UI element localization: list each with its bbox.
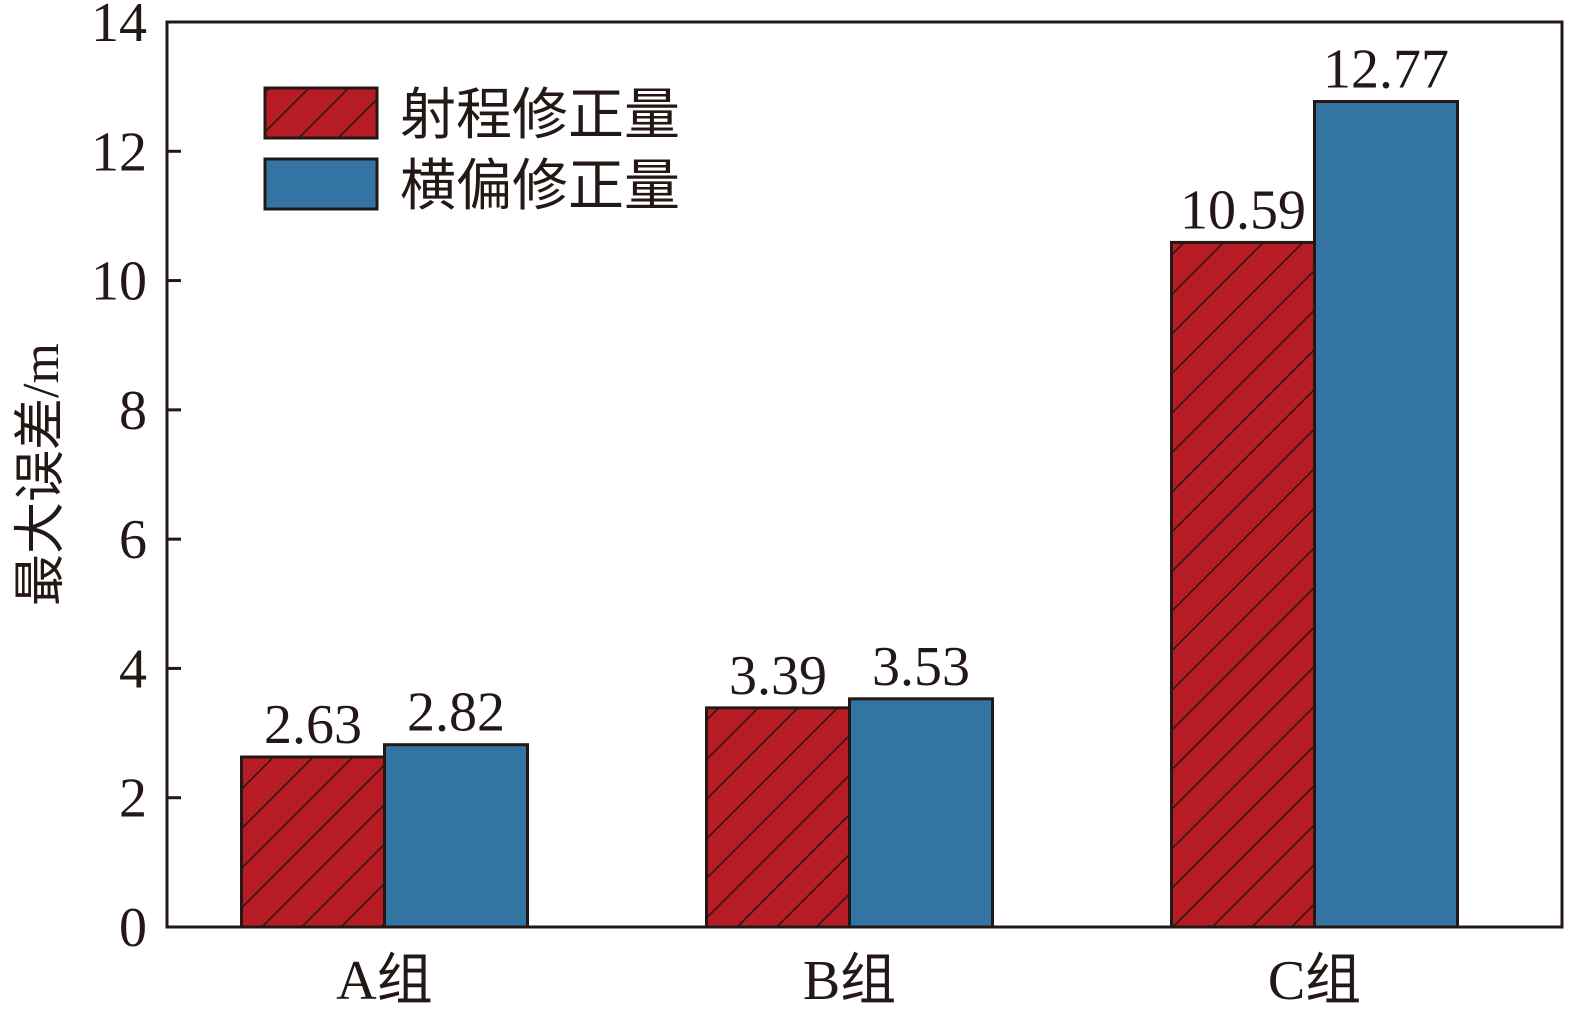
legend-label-lateral: 横偏修正量 [400,156,680,218]
y-tick-label: 2 [119,768,147,830]
bar [240,755,386,929]
y-tick-label: 12 [91,121,147,183]
x-category-label: B组 [803,950,896,1012]
data-label: 2.63 [264,694,362,756]
data-label: 10.59 [1180,179,1306,241]
x-category-label: A组 [336,950,432,1012]
data-label: 3.53 [872,636,970,698]
legend-swatch-lateral [263,157,379,211]
legend: 射程修正量 横偏修正量 [263,85,680,218]
y-tick-label: 6 [119,509,147,571]
bar [383,743,529,929]
y-tick-label: 4 [119,638,147,700]
bars-layer [240,100,1459,929]
x-category-label: C组 [1268,950,1361,1012]
legend-label-range: 射程修正量 [400,85,680,147]
data-label: 3.39 [729,645,827,707]
bar [705,706,851,929]
y-tick-label: 0 [119,897,147,959]
bar [1170,240,1316,929]
y-axis-title: 最大误差/m [13,343,70,606]
data-labels: 2.63 2.82 3.39 3.53 10.59 12.77 [264,39,1449,756]
y-tick-label: 10 [91,251,147,313]
x-category-labels: A组 B组 C组 [336,950,1361,1012]
y-tick-label: 8 [119,380,147,442]
bar [1313,100,1459,929]
y-tick-label: 14 [91,0,147,54]
bar [848,697,994,929]
plot-frame [165,20,1564,929]
data-label: 12.77 [1323,39,1449,101]
legend-swatch-range [263,86,379,140]
y-ticks: 0 2 4 6 8 10 12 14 [91,0,181,959]
data-label: 2.82 [407,682,505,744]
